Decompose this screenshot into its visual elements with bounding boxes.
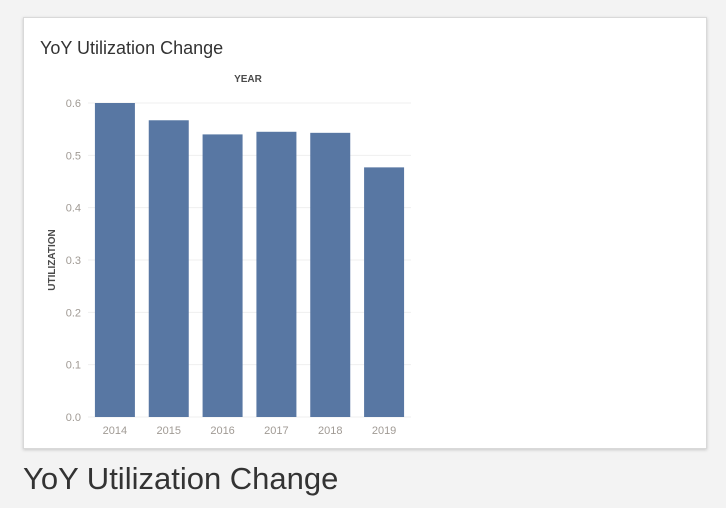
y-axis-title: UTILIZATION bbox=[47, 229, 58, 290]
bar-2015 bbox=[148, 120, 189, 418]
x-tick-label: 2014 bbox=[103, 425, 127, 437]
y-tick-label: 0.6 bbox=[66, 98, 81, 110]
page-caption: YoY Utilization Change bbox=[23, 461, 339, 496]
y-tick-label: 0.1 bbox=[66, 360, 81, 372]
y-tick-label: 0.3 bbox=[66, 255, 81, 267]
bar-2014 bbox=[94, 103, 135, 417]
x-axis-title: YEAR bbox=[234, 74, 263, 85]
x-tick-label: 2018 bbox=[318, 425, 342, 437]
y-tick-label: 0.5 bbox=[66, 150, 81, 162]
y-tick-label: 0.4 bbox=[66, 203, 81, 215]
bar-2019 bbox=[364, 167, 405, 417]
y-tick-label: 0.0 bbox=[66, 412, 81, 424]
chart-card: YoY Utilization Change 0.0 0.1 0.2 0.3 0.4 0.… bbox=[23, 17, 707, 449]
x-tick-label: 2015 bbox=[157, 425, 181, 437]
bar-2016 bbox=[202, 134, 243, 417]
bar-2018 bbox=[310, 132, 351, 417]
utilization-bar-chart: 0.0 0.1 0.2 0.3 0.4 0.5 0.6 YEAR UTILIZATION 2014… bbox=[47, 74, 411, 437]
chart-title: YoY Utilization Change bbox=[40, 38, 224, 58]
x-tick-label: 2017 bbox=[264, 425, 288, 437]
bar-2017 bbox=[256, 131, 297, 417]
x-tick-label: 2016 bbox=[210, 425, 234, 437]
y-tick-label: 0.2 bbox=[66, 307, 81, 319]
x-tick-label: 2019 bbox=[372, 425, 396, 437]
